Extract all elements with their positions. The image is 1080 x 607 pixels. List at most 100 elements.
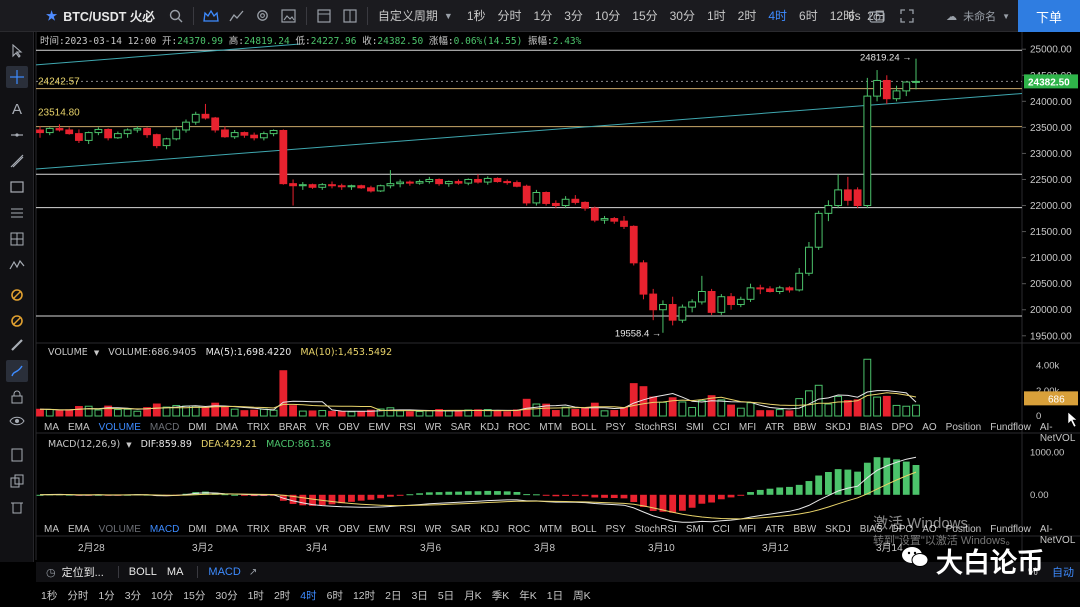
place-order-button[interactable]: 下单	[1018, 0, 1080, 32]
indicator-tab-atr[interactable]: ATR	[765, 422, 785, 433]
indicator-tab-bias[interactable]: BIAS	[859, 524, 883, 535]
wave-tool-icon[interactable]	[6, 254, 28, 276]
boll-toggle[interactable]: BOLL	[128, 566, 157, 578]
bottom-period-14[interactable]: 5日	[437, 589, 455, 602]
indicator-tab-position[interactable]: Position	[945, 524, 982, 535]
indicator-tab-skdj[interactable]: SKDJ	[825, 422, 851, 433]
fib-tool-icon[interactable]	[6, 202, 28, 224]
period-9[interactable]: 4时	[768, 9, 788, 23]
period-5[interactable]: 15分	[632, 9, 658, 23]
indicator-tab-fundflow[interactable]: Fundflow	[990, 422, 1031, 433]
indicator-tab-sar[interactable]: SAR	[450, 422, 472, 433]
indicator-tab-roc[interactable]: ROC	[508, 422, 531, 433]
custom-period-button[interactable]: 自定义周期	[377, 9, 438, 23]
indicator-tab-ma[interactable]: MA	[44, 524, 59, 535]
period-4[interactable]: 10分	[594, 9, 621, 23]
indicator-tab-trix[interactable]: TRIX	[246, 524, 270, 535]
bottom-period-6[interactable]: 30分	[215, 589, 238, 602]
percent-toggle[interactable]: %	[1028, 566, 1038, 578]
period-8[interactable]: 2时	[737, 9, 757, 23]
indicator-tab-smi[interactable]: SMI	[685, 422, 704, 433]
visibility-icon[interactable]	[6, 410, 28, 432]
indicator-tab-kdj[interactable]: KDJ	[480, 422, 500, 433]
indicator-tab-ao[interactable]: AO	[922, 524, 937, 535]
bottom-period-18[interactable]: 1日	[546, 589, 564, 602]
bottom-period-0[interactable]: 1秒	[41, 589, 58, 602]
indicator-tab-trix[interactable]: TRIX	[246, 422, 270, 433]
bottom-period-16[interactable]: 季K	[491, 589, 510, 602]
macd-toggle[interactable]: MACD	[208, 566, 241, 578]
camera-icon[interactable]	[864, 3, 890, 29]
indicator-tab-rsi[interactable]: RSI	[399, 422, 416, 433]
indicator-tab-psy[interactable]: PSY	[605, 422, 626, 433]
ruler-icon[interactable]	[6, 334, 28, 356]
indicator-tab-macd[interactable]: MACD	[149, 524, 180, 535]
indicator-tab-cci[interactable]: CCI	[712, 524, 730, 535]
fullscreen-icon[interactable]	[894, 3, 920, 29]
bottom-period-3[interactable]: 3分	[124, 589, 142, 602]
star-icon[interactable]: ★	[46, 9, 58, 23]
columns-icon[interactable]	[337, 3, 363, 29]
indicator-tab-mfi[interactable]: MFI	[738, 422, 757, 433]
indicator-tab-dmi[interactable]: DMI	[188, 524, 207, 535]
indicator-tab-brar[interactable]: BRAR	[278, 422, 307, 433]
bottom-period-17[interactable]: 年K	[519, 589, 537, 602]
indicator-tab-emv[interactable]: EMV	[368, 524, 391, 535]
indicator-tab-smi[interactable]: SMI	[685, 524, 704, 535]
indicator-tab-atr[interactable]: ATR	[765, 524, 785, 535]
indicator-tab-fundflow[interactable]: Fundflow	[990, 524, 1031, 535]
bottom-period-15[interactable]: 月K	[464, 589, 482, 602]
magnet-icon[interactable]	[6, 284, 28, 306]
bottom-period-1[interactable]: 分时	[67, 589, 89, 602]
lock-icon[interactable]	[6, 386, 28, 408]
indicator-tab-boll[interactable]: BOLL	[571, 422, 597, 433]
ma-toggle[interactable]: MA	[166, 566, 184, 578]
trend-line-icon[interactable]	[6, 150, 28, 172]
indicator-tab-cci[interactable]: CCI	[712, 422, 730, 433]
indicator-tab-kdj[interactable]: KDJ	[480, 524, 500, 535]
indicator-tab-position[interactable]: Position	[945, 422, 982, 433]
bottom-period-4[interactable]: 10分	[151, 589, 174, 602]
indicator-tab-dpo[interactable]: DPO	[891, 422, 914, 433]
indicator-tab-ema[interactable]: EMA	[68, 422, 90, 433]
indicator-tab-volume[interactable]: VOLUME	[98, 422, 141, 433]
macd-indicator-name[interactable]: MACD(12,26,9)	[48, 439, 121, 450]
settings-gear-icon[interactable]	[250, 3, 276, 29]
copy-icon[interactable]	[6, 470, 28, 492]
search-icon[interactable]	[163, 3, 189, 29]
trash-icon[interactable]	[6, 496, 28, 518]
indicator-tab-dma[interactable]: DMA	[215, 524, 238, 535]
indicator-tab-skdj[interactable]: SKDJ	[825, 524, 851, 535]
bottom-period-2[interactable]: 1分	[98, 589, 115, 602]
indicator-tab-boll[interactable]: BOLL	[571, 524, 597, 535]
indicator-tab-brar[interactable]: BRAR	[278, 524, 307, 535]
indicator-tab-wr[interactable]: WR	[424, 524, 442, 535]
bottom-period-19[interactable]: 周K	[573, 589, 591, 602]
indicator-tab-mtm[interactable]: MTM	[539, 524, 563, 535]
bottom-period-13[interactable]: 3日	[411, 589, 428, 602]
bottom-period-5[interactable]: 15分	[183, 589, 206, 602]
indicator-tab-emv[interactable]: EMV	[368, 422, 391, 433]
bottom-period-11[interactable]: 12时	[352, 589, 376, 602]
indicator-tab-roc[interactable]: ROC	[508, 524, 531, 535]
pen-icon[interactable]	[6, 360, 28, 382]
indicator-tab-psy[interactable]: PSY	[605, 524, 626, 535]
indicator-crown-icon[interactable]	[198, 3, 224, 29]
period-6[interactable]: 30分	[669, 9, 695, 23]
indicator-tab-dma[interactable]: DMA	[215, 422, 238, 433]
indicator-tab-ma[interactable]: MA	[44, 422, 59, 433]
bottom-period-12[interactable]: 2日	[385, 589, 402, 602]
period-3[interactable]: 3分	[564, 9, 583, 23]
indicator-tab-volume[interactable]: VOLUME	[98, 524, 141, 535]
indicator-tab-mfi[interactable]: MFI	[738, 524, 757, 535]
auto-scale-toggle[interactable]: 自动	[1052, 567, 1074, 579]
indicator-tab-rsi[interactable]: RSI	[399, 524, 416, 535]
magnet-strong-icon[interactable]	[6, 310, 28, 332]
indicator-tab-bias[interactable]: BIAS	[859, 422, 883, 433]
chevron-down-icon[interactable]: ▼	[93, 349, 100, 357]
period-2[interactable]: 1分	[533, 9, 553, 23]
chevron-down-icon[interactable]: ▼	[126, 441, 132, 449]
period-0[interactable]: 1秒	[466, 9, 486, 23]
